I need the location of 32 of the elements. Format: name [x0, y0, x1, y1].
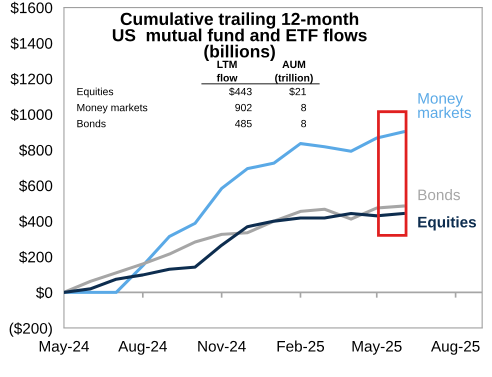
- x-tick-label: May-24: [40, 340, 89, 355]
- series-label: Bonds: [418, 189, 460, 200]
- y-tick-label: $800: [19, 144, 52, 157]
- y-tick-label: $200: [19, 251, 52, 264]
- annotation: 8: [301, 120, 306, 128]
- y-tick-label: ($200): [10, 322, 52, 337]
- annotation: LTM flow: [216, 60, 238, 82]
- y-tick-label: $1200: [10, 72, 52, 86]
- annotation: $443: [229, 87, 252, 96]
- annotation: 902: [235, 104, 252, 112]
- x-tick-label: Aug-24: [118, 340, 167, 355]
- series-label: Money markets: [418, 93, 471, 118]
- y-tick-label: $1000: [10, 108, 52, 121]
- x-tick-label: May-25: [352, 340, 402, 355]
- annotation: $21: [289, 87, 306, 96]
- annotation: Money markets: [77, 104, 148, 114]
- y-tick-label: $1600: [10, 2, 52, 14]
- annotation: 485: [235, 120, 252, 128]
- x-tick-label: Nov-24: [198, 340, 246, 352]
- x-tick-label: Aug-25: [430, 340, 480, 355]
- y-tick-label: $600: [19, 180, 52, 192]
- x-tick-label: Feb-25: [278, 340, 324, 352]
- annotation: 8: [301, 104, 306, 112]
- line-series: [64, 130, 405, 294]
- y-tick-label: $1400: [10, 37, 52, 50]
- series-label: Equities: [418, 216, 476, 231]
- annotation: AUM (trillion): [275, 60, 313, 84]
- text: Cumulative trailing 12-month US mutual fund and ETF flows (billions): [112, 12, 367, 61]
- y-tick-label: $0: [36, 286, 52, 299]
- annotation: Equities: [77, 88, 114, 98]
- annotation: Bonds: [77, 120, 106, 128]
- y-tick-label: $400: [19, 215, 52, 228]
